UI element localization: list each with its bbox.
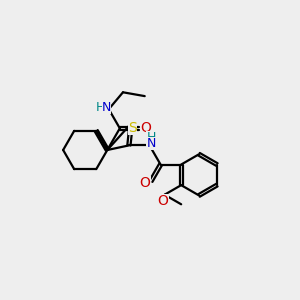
Text: N: N <box>146 136 156 150</box>
Text: O: O <box>158 194 169 208</box>
Text: O: O <box>140 121 151 135</box>
Text: H: H <box>146 131 156 144</box>
Text: N: N <box>102 101 111 114</box>
Text: H: H <box>96 101 106 114</box>
Text: S: S <box>128 121 137 135</box>
Text: O: O <box>140 176 151 190</box>
